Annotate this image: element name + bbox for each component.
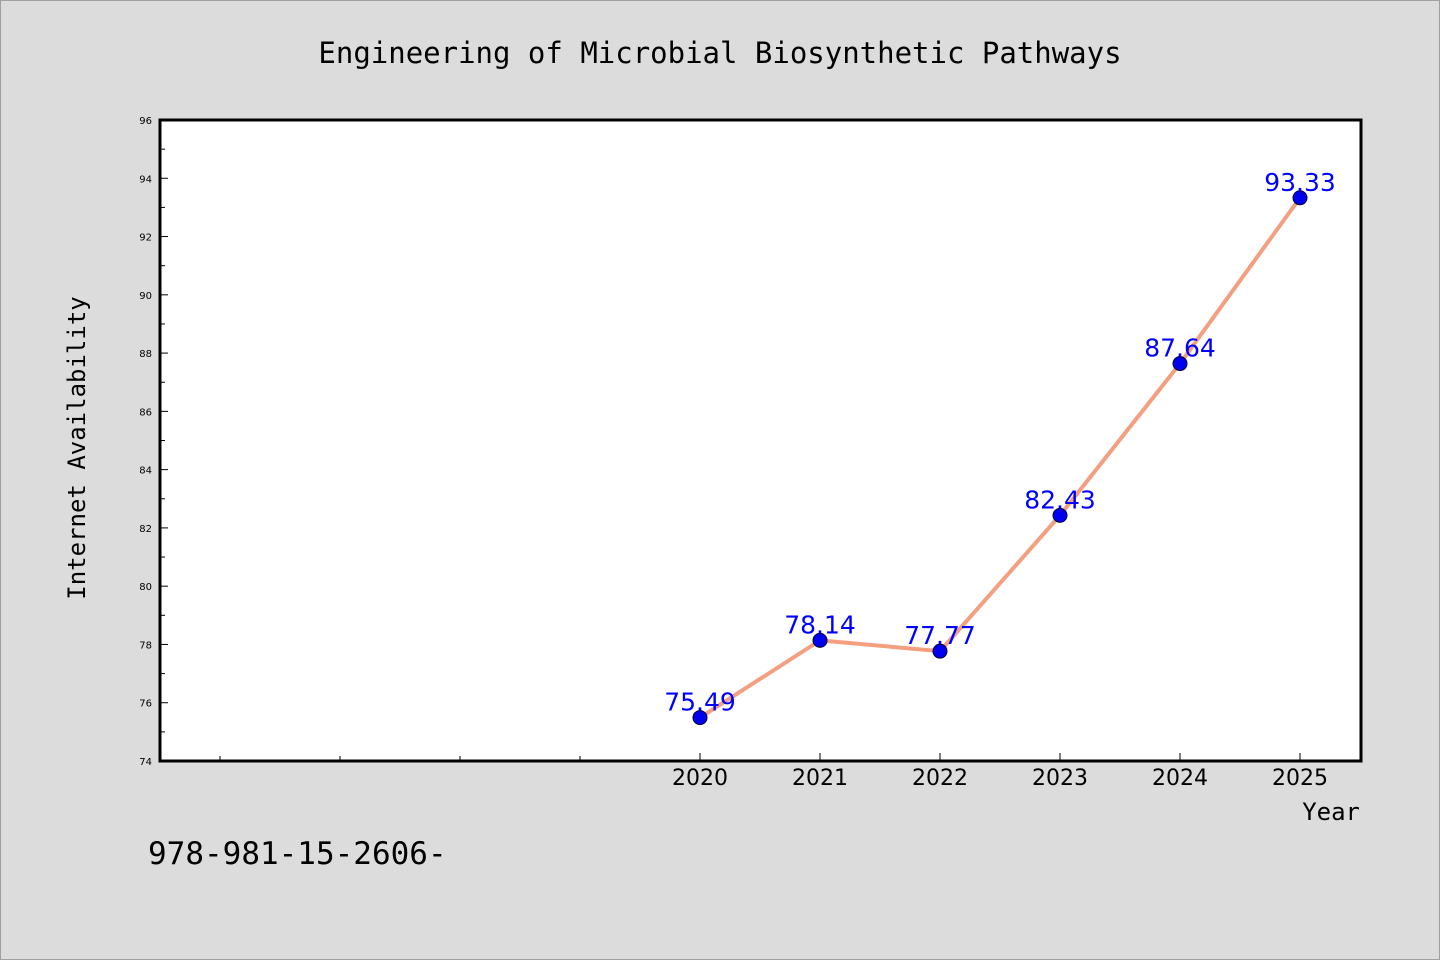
y-tick-label: 84 <box>139 466 152 477</box>
x-axis: 2020 2021 2022 2023 2024 2025 <box>219 753 1328 791</box>
data-point <box>1172 356 1188 372</box>
data-label: 93.33 <box>1264 168 1336 197</box>
x-tick-label: 2021 <box>792 766 848 791</box>
data-label: 77.77 <box>904 621 976 650</box>
x-tick-label: 2023 <box>1032 766 1088 791</box>
y-tick-label: 92 <box>139 233 152 244</box>
y-tick-label: 88 <box>139 349 152 360</box>
y-tick-label: 90 <box>139 291 152 302</box>
x-axis-label: Year <box>1302 798 1360 826</box>
y-axis: 74 76 78 80 82 84 86 88 90 92 94 96 <box>139 116 168 768</box>
data-point <box>932 643 948 659</box>
plot-frame <box>158 118 1363 763</box>
y-tick-label: 86 <box>139 407 152 418</box>
series-layer: 75.49 78.14 77.77 82.43 87.64 93.33 <box>664 168 1336 726</box>
y-axis-label: Internet Availability <box>63 296 91 599</box>
data-point <box>812 632 828 648</box>
y-tick-label: 76 <box>139 699 152 710</box>
data-label: 78.14 <box>784 610 856 639</box>
data-label: 75.49 <box>664 688 736 717</box>
footer-text: 978-981-15-2606- <box>148 836 447 872</box>
y-tick-label: 96 <box>139 116 152 127</box>
x-tick-label: 2024 <box>1152 766 1208 791</box>
plot-area <box>160 120 1361 761</box>
x-tick-label: 2022 <box>912 766 968 791</box>
y-tick-label: 82 <box>139 524 152 535</box>
x-tick-label: 2020 <box>672 766 728 791</box>
data-point <box>1052 507 1068 523</box>
y-tick-label: 94 <box>139 174 152 185</box>
data-label: 87.64 <box>1144 334 1216 363</box>
y-tick-label: 78 <box>139 640 152 651</box>
y-tick-label: 80 <box>139 582 152 593</box>
y-tick-label: 74 <box>139 757 152 768</box>
x-tick-label: 2025 <box>1272 766 1328 791</box>
data-label: 82.43 <box>1024 485 1096 514</box>
chart-title: Engineering of Microbial Biosynthetic Pa… <box>318 36 1121 70</box>
series-line <box>698 195 1302 720</box>
data-point <box>692 710 708 726</box>
data-point <box>1292 190 1308 206</box>
